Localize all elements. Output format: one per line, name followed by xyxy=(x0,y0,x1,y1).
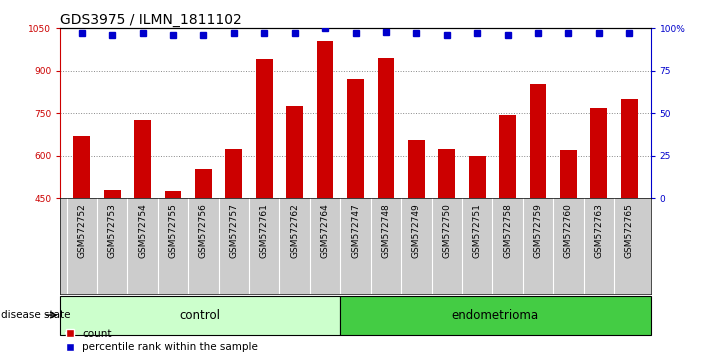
Bar xyxy=(347,79,364,198)
Bar xyxy=(469,156,486,198)
Text: GSM572764: GSM572764 xyxy=(321,203,330,258)
Text: GSM572750: GSM572750 xyxy=(442,203,451,258)
Text: GSM572754: GSM572754 xyxy=(138,203,147,258)
Bar xyxy=(256,59,272,198)
Bar xyxy=(104,190,120,198)
Text: GSM572761: GSM572761 xyxy=(260,203,269,258)
Text: GSM572757: GSM572757 xyxy=(230,203,238,258)
Bar xyxy=(499,115,516,198)
Text: endometrioma: endometrioma xyxy=(451,309,539,321)
Text: control: control xyxy=(180,309,220,321)
Text: GSM572760: GSM572760 xyxy=(564,203,573,258)
Text: GSM572758: GSM572758 xyxy=(503,203,512,258)
Text: GSM572751: GSM572751 xyxy=(473,203,481,258)
Bar xyxy=(378,58,395,198)
Bar xyxy=(439,149,455,198)
Bar xyxy=(73,136,90,198)
Bar xyxy=(134,120,151,198)
Text: GDS3975 / ILMN_1811102: GDS3975 / ILMN_1811102 xyxy=(60,13,242,27)
Text: GSM572755: GSM572755 xyxy=(169,203,178,258)
Text: GSM572762: GSM572762 xyxy=(290,203,299,258)
Legend: count, percentile rank within the sample: count, percentile rank within the sample xyxy=(65,329,258,352)
Text: GSM572748: GSM572748 xyxy=(381,203,390,258)
Bar xyxy=(408,140,424,198)
Bar xyxy=(225,149,242,198)
Bar xyxy=(530,84,546,198)
Text: GSM572756: GSM572756 xyxy=(199,203,208,258)
Bar xyxy=(165,191,181,198)
Text: GSM572752: GSM572752 xyxy=(77,203,86,258)
Bar xyxy=(60,296,340,335)
Bar xyxy=(340,296,651,335)
Text: disease state: disease state xyxy=(1,310,70,320)
Bar xyxy=(195,169,212,198)
Text: GSM572759: GSM572759 xyxy=(533,203,542,258)
Bar xyxy=(287,106,303,198)
Bar xyxy=(560,150,577,198)
Bar xyxy=(316,41,333,198)
Bar xyxy=(621,99,638,198)
Bar xyxy=(591,108,607,198)
Text: GSM572753: GSM572753 xyxy=(107,203,117,258)
Text: GSM572749: GSM572749 xyxy=(412,203,421,258)
Text: GSM572763: GSM572763 xyxy=(594,203,604,258)
Text: GSM572765: GSM572765 xyxy=(625,203,634,258)
Text: GSM572747: GSM572747 xyxy=(351,203,360,258)
